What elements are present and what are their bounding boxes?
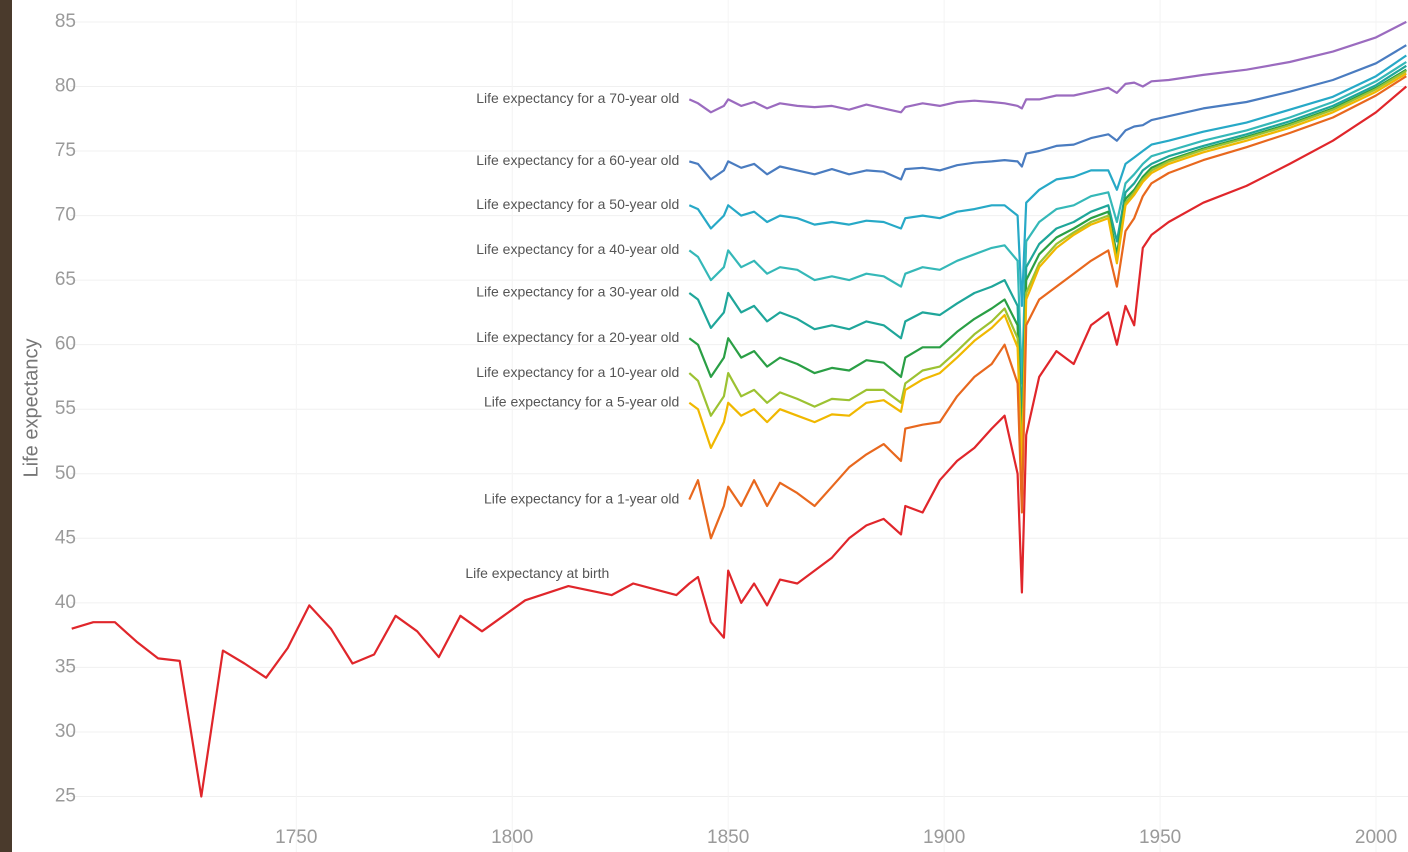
- x-tick-label: 1950: [1139, 827, 1181, 848]
- y-tick-label: 45: [55, 527, 76, 548]
- x-tick-label: 1850: [707, 827, 749, 848]
- x-tick-label: 1900: [923, 827, 965, 848]
- series-label: Life expectancy for a 1-year old: [484, 490, 679, 506]
- series-line: [688, 20, 1407, 114]
- series-label: Life expectancy for a 60-year old: [476, 152, 679, 168]
- side-strip: [0, 0, 12, 852]
- series-line: [688, 61, 1407, 385]
- y-tick-label: 60: [55, 334, 76, 355]
- series-label: Life expectancy for a 10-year old: [476, 364, 679, 380]
- x-tick-label: 1750: [275, 827, 317, 848]
- series-line: [688, 75, 1407, 540]
- x-tick-label: 2000: [1355, 827, 1397, 848]
- y-tick-label: 75: [55, 140, 76, 161]
- series-label: Life expectancy for a 20-year old: [476, 329, 679, 345]
- y-tick-label: 25: [55, 786, 76, 807]
- series-line: [688, 68, 1407, 449]
- y-tick-label: 40: [55, 592, 76, 613]
- y-tick-label: 50: [55, 463, 76, 484]
- series-label: Life expectancy for a 40-year old: [476, 241, 679, 257]
- series-label: Life expectancy for a 30-year old: [476, 284, 679, 300]
- y-axis-label: Life expectancy: [20, 339, 42, 478]
- y-tick-label: 65: [55, 269, 76, 290]
- y-tick-label: 85: [55, 11, 76, 32]
- series-label: Life expectancy for a 5-year old: [484, 393, 679, 409]
- series-line: [688, 70, 1407, 462]
- y-tick-label: 70: [55, 205, 76, 226]
- y-tick-label: 80: [55, 76, 76, 97]
- series-label: Life expectancy for a 50-year old: [476, 196, 679, 212]
- series-line: [688, 64, 1407, 424]
- series-line: [71, 85, 1408, 798]
- series-line: [688, 44, 1407, 181]
- series-line: [688, 54, 1407, 307]
- x-tick-label: 1800: [491, 827, 533, 848]
- y-tick-label: 35: [55, 656, 76, 677]
- series-label: Life expectancy for a 70-year old: [476, 90, 679, 106]
- y-tick-label: 30: [55, 721, 76, 742]
- series-label: Life expectancy at birth: [465, 565, 609, 581]
- series-line: [688, 72, 1407, 475]
- y-tick-label: 55: [55, 398, 76, 419]
